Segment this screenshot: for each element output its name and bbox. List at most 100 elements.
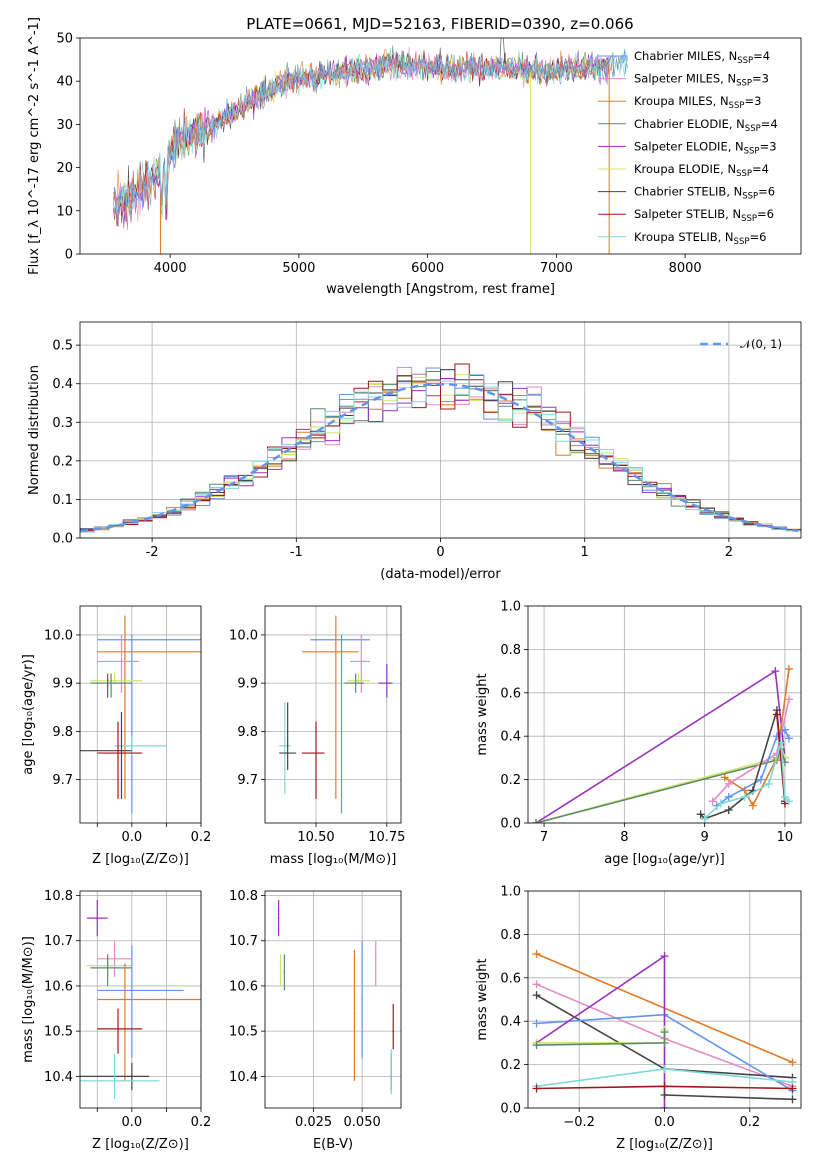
axes-frame (527, 890, 802, 1109)
y-axis-label: Flux [f_λ 10^-17 erg cm^-2 s^-1 A^-1] (27, 17, 42, 275)
weight-marker-chabrier_stelib (532, 991, 541, 1000)
legend-subscript: SSP (729, 101, 745, 111)
x-axis-label: Z [log₁₀(Z/Z⊙)] (92, 852, 189, 867)
weight-marker-chabrier_stelib (660, 1090, 669, 1099)
axes-weight_vs_age: 7 8 9 10 0.0 0.2 0.4 0.6 0.8 1.0 age [log₁₀(age/yr… (475, 600, 802, 867)
x-axis-label: (data-model)/error (380, 567, 501, 582)
point-salpeter_elodie (386, 682, 388, 684)
point-kroupa_elodie (357, 679, 360, 682)
axes-spectrum: 4000 5000 6000 7000 8000 0 10 20 30 40 50 wavelengt… (27, 15, 802, 297)
weight-marker-salpeter_stelib (532, 1084, 541, 1093)
y-tick-label: 0.2 (500, 1058, 521, 1073)
x-tick-label: −0.2 (563, 1115, 595, 1130)
point-salpeter_stelib (315, 752, 317, 754)
legend-value: =4 (761, 117, 778, 131)
weight-marker-chabrier_stelib (788, 1095, 797, 1104)
legend-text: Chabrier ELODIE, N (634, 117, 745, 131)
point-chabrier_stelib (131, 1075, 133, 1078)
weight-marker-chabrier_elodie (660, 1028, 669, 1037)
axes-frame (527, 605, 802, 824)
x-tick-label: 6000 (411, 261, 444, 276)
legend-subscript: SSP (742, 192, 758, 202)
x-tick-label: 4000 (154, 261, 187, 276)
weight-line-chabrier_elodie (535, 746, 786, 823)
y-tick-label: 0.8 (500, 928, 521, 943)
plot-area-spectrum (113, 38, 629, 254)
weight-marker-kroupa_miles (720, 773, 729, 782)
axes-age_vs_Z: 0.0 0.2 9.7 9.8 9.9 10.0 Z [log₁₀(Z/Z⊙)] age [l… (21, 605, 212, 867)
y-tick-label: 10.8 (229, 889, 258, 904)
x-axis-label: mass [log₁₀(M/M⊙)] (270, 852, 397, 867)
x-tick-label: 8 (620, 830, 628, 845)
legend-label: Chabrier ELODIE, NSSP=4 (634, 117, 778, 134)
x-axis-label: E(B-V) (313, 1137, 353, 1152)
plot-area-residuals (80, 363, 801, 538)
weight-marker-kroupa_stelib (764, 779, 773, 788)
point-chabrier_miles (131, 989, 133, 992)
axes-frame (264, 890, 402, 1109)
legend-text: Kroupa ELODIE, N (634, 162, 736, 176)
x-tick-label: 0.025 (295, 1115, 332, 1130)
x-tick-label: 7000 (540, 261, 573, 276)
weight-marker-salpeter_miles (784, 695, 793, 704)
y-axis-label: Normed distribution (27, 365, 42, 495)
legend-value: =4 (753, 49, 770, 63)
weight-marker-chabrier_elodie (532, 1041, 541, 1050)
axes-frame (79, 890, 202, 1109)
x-tick-label: 10 (777, 830, 794, 845)
x-tick-label: 0 (436, 545, 444, 560)
y-tick-label: 9.9 (52, 677, 73, 692)
plot-area-age_vs_Z (80, 615, 201, 814)
y-tick-label: 10.8 (44, 889, 73, 904)
y-tick-label: 9.7 (237, 773, 258, 788)
legend-value: =6 (749, 230, 766, 244)
y-tick-label: 20 (56, 161, 73, 176)
legend-value: =6 (757, 207, 774, 221)
weight-marker-chabrier_elodie (532, 819, 541, 823)
y-tick-label: 40 (56, 75, 73, 90)
weight-line-salpeter_miles (712, 699, 790, 802)
legend-label: Kroupa MILES, NSSP=3 (634, 94, 761, 111)
weight-marker-kroupa_stelib (740, 792, 749, 801)
y-tick-label: 10.5 (229, 1025, 258, 1040)
x-tick-label: 8000 (669, 261, 702, 276)
x-axis-label: wavelength [Angstrom, rest frame] (326, 282, 555, 297)
point-chabrier_elodie (110, 682, 112, 684)
point-chabrier_elodie (106, 967, 109, 969)
legend-subscript: SSP (736, 79, 752, 89)
y-tick-label: 0.1 (52, 493, 73, 508)
y-tick-label: 10.0 (44, 628, 73, 643)
x-tick-label: 10.50 (297, 830, 334, 845)
normal-pdf-curve (80, 382, 799, 533)
weight-marker-salpeter_miles (724, 779, 733, 788)
weight-marker-salpeter_elodie (771, 667, 780, 676)
point-kroupa_miles (124, 651, 126, 653)
x-tick-label: 0.2 (191, 830, 212, 845)
legend-value: =3 (744, 94, 761, 108)
point-salpeter_miles (113, 958, 116, 960)
y-tick-label: 9.9 (237, 677, 258, 692)
legend-label: Salpeter STELIB, NSSP=6 (634, 207, 774, 224)
y-tick-label: 0.2 (52, 454, 73, 469)
weight-marker-chabrier_miles (780, 725, 789, 734)
axes-residuals: -2 -1 0 1 2 0.0 0.1 0.2 0.3 0.4 0.5 (data-model)/er… (27, 321, 802, 582)
axes-age_vs_mass: 10.50 10.75 9.7 9.8 9.9 10.0 mass [log₁₀(M/M⊙)… (229, 605, 405, 867)
weight-marker-salpeter_miles (708, 797, 717, 806)
point-chabrier_elodie (283, 971, 286, 974)
y-tick-label: 10.4 (44, 1070, 73, 1085)
legend-subscript: SSP (737, 56, 753, 66)
plot-area-mass_vs_Z (80, 900, 201, 1099)
x-tick-label: 10.75 (368, 830, 405, 845)
legend-value: =3 (760, 139, 777, 153)
y-tick-label: 10.4 (229, 1070, 258, 1085)
x-axis-label: Z [log₁₀(Z/Z⊙)] (616, 1137, 713, 1152)
point-kroupa_stelib (131, 745, 133, 747)
weight-line-salpeter_elodie (535, 669, 786, 823)
weight-marker-chabrier_miles (724, 792, 733, 801)
weight-marker-kroupa_stelib (780, 792, 789, 801)
x-axis-label: Z [log₁₀(Z/Z⊙)] (92, 1137, 189, 1152)
y-tick-label: 1.0 (500, 600, 521, 615)
point-salpeter_stelib (117, 1028, 119, 1030)
axes-mass_vs_ebv: 0.025 0.050 10.4 10.5 10.6 10.7 10.8 E(B-V) (229, 889, 402, 1152)
weight-marker-kroupa_stelib (784, 797, 793, 806)
